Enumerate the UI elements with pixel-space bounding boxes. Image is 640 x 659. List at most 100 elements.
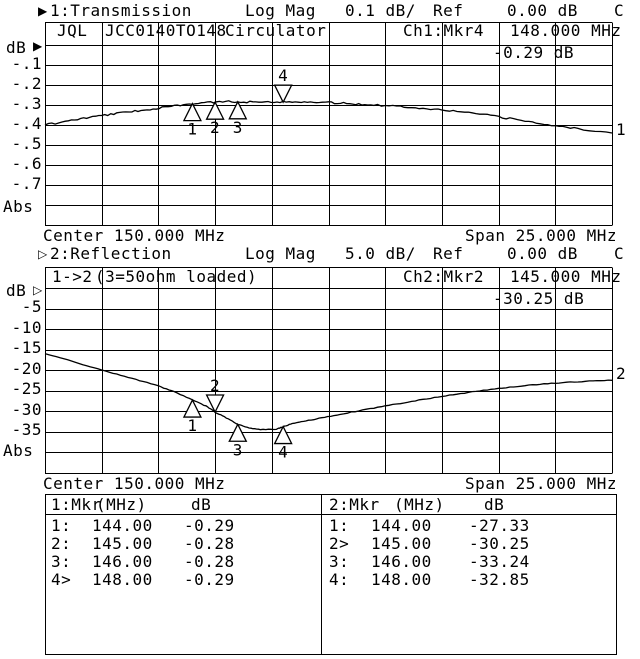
ch1-ytick: -.5 <box>11 134 42 153</box>
mkr-table-ch1-unit: (MHz) <box>96 495 147 514</box>
ch2-ytick: -10 <box>11 318 42 337</box>
marker-number: 1 <box>187 120 197 139</box>
mkr-row-freq: 146.00 <box>371 552 432 571</box>
ch2-y-unit: dB <box>6 281 27 300</box>
ch2-reflection-marker-3: 3 <box>228 422 248 459</box>
ch1-marker-readout-label: Ch1:Mkr4 <box>403 21 485 40</box>
mkr-table-ch2-value-col: dB <box>484 495 505 514</box>
ch1-scale-per-div: 0.1 dB/ <box>345 1 416 20</box>
ch1-ytick: -.1 <box>11 54 42 73</box>
ch2-reflection-marker-1: 1 <box>182 398 202 435</box>
ch2-ref-pointer-icon: ▷ <box>33 283 43 297</box>
ch2-center-freq: Center 150.000 MHz <box>43 474 226 493</box>
mkr-row-freq: 148.00 <box>92 570 153 589</box>
ch1-ref-pointer-icon: ▶ <box>33 39 43 53</box>
ch1-transmission-marker-3: 3 <box>228 100 248 137</box>
ch1-ytick: -.3 <box>11 94 42 113</box>
ch1-transmission-grid <box>45 22 613 226</box>
mkr-row-num: 1: <box>51 516 72 535</box>
mkr-row-val: -0.28 <box>184 534 235 553</box>
ch1-transmission-trace <box>44 100 613 134</box>
ch2-reflection-marker-2: 2 <box>205 376 225 414</box>
marker-table: 1:Mkr (MHz) dB 1: 144.00 -0.29 2: 145.00… <box>45 494 617 655</box>
ch2-marker-readout-value: -30.25 dB <box>493 289 585 308</box>
ch1-y-unit: dB <box>6 38 27 57</box>
ch1-ytick: -.4 <box>11 114 42 133</box>
ch2-reflection-marker-4: 4 <box>273 425 293 462</box>
ch2-format: Log Mag <box>245 244 316 263</box>
marker-triangle-icon <box>182 398 202 418</box>
mkr-row-freq: 144.00 <box>371 516 432 535</box>
mkr-row-num: 3: <box>51 552 72 571</box>
ch1-annot-device: Circulator <box>225 21 327 40</box>
marker-number: 3 <box>233 440 243 459</box>
ch1-span-freq: Span 25.000 MHz <box>465 226 617 245</box>
marker-number: 4 <box>278 66 288 85</box>
ch1-marker-readout-freq: 148.000 MHz <box>510 21 622 40</box>
mkr-row-num: 2> <box>329 534 350 553</box>
ch2-ref-label: Ref <box>433 244 464 263</box>
mkr-row-val: -32.85 <box>469 570 530 589</box>
ch1-marker-readout-value: -0.29 dB <box>493 43 575 62</box>
ch2-ytick: -15 <box>11 338 42 357</box>
ch2-annot-note: (3=50ohm loaded) <box>95 267 258 286</box>
ch2-abs-label: Abs <box>3 441 34 460</box>
mkr-row-num: 3: <box>329 552 350 571</box>
ch1-cal-status: C <box>614 1 625 20</box>
marker-number: 2 <box>210 118 220 137</box>
ch2-marker-readout-label: Ch2:Mkr2 <box>403 267 485 286</box>
ch2-ytick: -35 <box>11 420 42 439</box>
mkr-row-num: 2: <box>51 534 72 553</box>
ch2-scale-per-div: 5.0 dB/ <box>345 244 416 263</box>
marker-triangle-icon <box>273 425 293 445</box>
marker-number: 2 <box>210 376 220 395</box>
ch2-ref-value: 0.00 dB <box>507 244 578 263</box>
ch1-transmission-marker-4: 4 <box>273 66 293 104</box>
ch2-annot-path: 1->2 <box>52 267 93 286</box>
ch1-ytick: -.7 <box>11 174 42 193</box>
ch1-format: Log Mag <box>245 1 316 20</box>
mkr-table-ch1-title: 1:Mkr <box>51 495 102 514</box>
marker-triangle-icon <box>228 422 248 442</box>
ch1-trace-number: 1 <box>616 120 627 139</box>
marker-triangle-icon <box>182 102 202 122</box>
mkr-row-val: -27.33 <box>469 516 530 535</box>
marker-number: 1 <box>187 416 197 435</box>
mkr-table-ch2-title: 2:Mkr <box>329 495 380 514</box>
ch2-ytick: -30 <box>11 400 42 419</box>
ch2-span-freq: Span 25.000 MHz <box>465 474 617 493</box>
mkr-row-num: 1: <box>329 516 350 535</box>
ch1-ref-label: Ref <box>433 1 464 20</box>
mkr-table-ch2-unit: (MHz) <box>394 495 445 514</box>
marker-triangle-icon <box>273 84 293 104</box>
ch2-ytick: -5 <box>21 297 42 316</box>
mkr-row-freq: 145.00 <box>371 534 432 553</box>
ch1-active-indicator-icon: ▶ <box>38 4 48 18</box>
marker-triangle-icon <box>205 100 225 120</box>
mkr-table-ch1-value-col: dB <box>191 495 212 514</box>
ch2-marker-readout-freq: 145.000 MHz <box>510 267 622 286</box>
ch1-transmission-marker-1: 1 <box>182 102 202 139</box>
marker-table-divider <box>321 495 322 654</box>
ch1-ref-value: 0.00 dB <box>507 1 578 20</box>
marker-table-header <box>46 495 616 515</box>
ch2-ytick: -25 <box>11 379 42 398</box>
marker-number: 4 <box>278 443 288 462</box>
mkr-row-freq: 146.00 <box>92 552 153 571</box>
marker-number: 3 <box>233 118 243 137</box>
mkr-row-freq: 145.00 <box>92 534 153 553</box>
marker-triangle-icon <box>228 100 248 120</box>
ch2-trace-number: 2 <box>616 364 627 383</box>
ch1-ytick: -.2 <box>11 74 42 93</box>
marker-triangle-icon <box>205 394 225 414</box>
ch1-abs-label: Abs <box>3 197 34 216</box>
mkr-row-num: 4: <box>329 570 350 589</box>
mkr-row-val: -0.28 <box>184 552 235 571</box>
ch1-ytick: -.6 <box>11 154 42 173</box>
ch1-transmission-marker-2: 2 <box>205 100 225 137</box>
mkr-row-val: -30.25 <box>469 534 530 553</box>
mkr-row-num: 4> <box>51 570 72 589</box>
ch1-title: 1:Transmission <box>50 1 192 20</box>
